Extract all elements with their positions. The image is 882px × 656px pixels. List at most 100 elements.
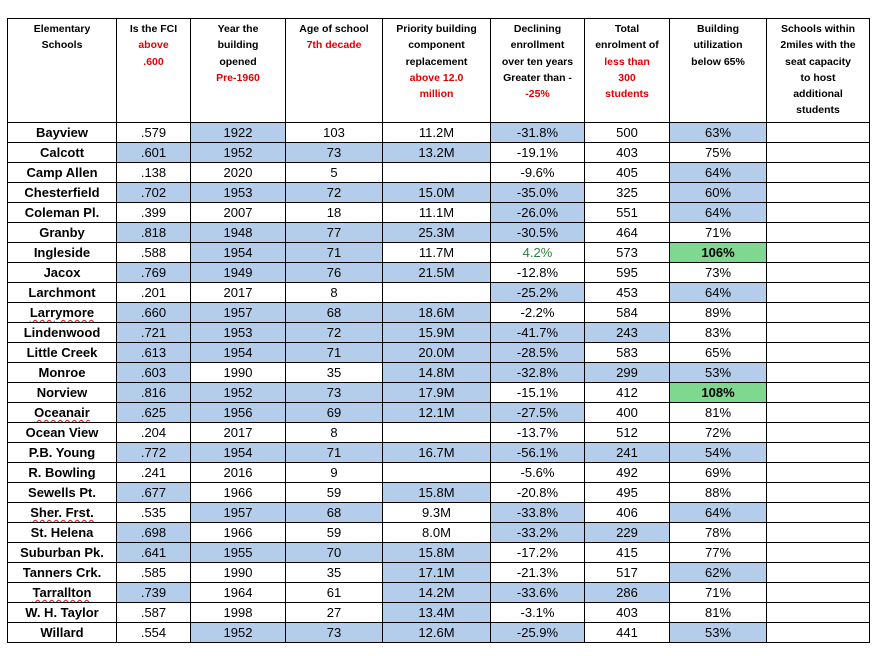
year-opened-cell: 1957: [190, 502, 286, 523]
header-row: Elementary Schools Is the FCI above .600 Year…: [7, 18, 870, 123]
priority-replacement-value: 16.7M: [418, 445, 455, 460]
enrollment-decline-value: -33.6%: [516, 585, 559, 600]
priority-replacement-value: 14.8M: [418, 365, 455, 380]
total-enrollment-value: 584: [616, 305, 638, 320]
school-name-cell: Camp Allen: [7, 162, 117, 183]
total-enrollment-cell: 403: [584, 142, 670, 163]
priority-replacement-cell: 9.3M: [382, 502, 491, 523]
school-age-value: 103: [323, 125, 345, 140]
priority-replacement-cell: [382, 282, 491, 303]
header-line: to host: [800, 71, 836, 84]
year-opened-value: 1953: [223, 325, 253, 340]
school-age-value: 59: [326, 485, 342, 500]
table-row: Lindenwood .721 1953 72 15.9M -41.7% 243 83%: [7, 322, 870, 343]
header-line: Priority building: [396, 23, 477, 35]
nearby-capacity-cell: [766, 202, 870, 223]
total-enrollment-value: 400: [616, 405, 638, 420]
priority-replacement-cell: 12.1M: [382, 402, 491, 423]
enrollment-decline-cell: -56.1%: [490, 442, 585, 463]
school-name-cell: P.B. Young: [7, 442, 117, 463]
building-utilization-cell: 64%: [669, 502, 767, 523]
total-enrollment-value: 403: [616, 605, 638, 620]
building-utilization-cell: 108%: [669, 382, 767, 403]
enrollment-decline-value: 4.2%: [522, 245, 553, 260]
school-age-value: 35: [326, 565, 342, 580]
priority-replacement-value: 8.0M: [422, 525, 451, 540]
enrollment-decline-value: -9.6%: [520, 165, 555, 180]
year-opened-value: 1966: [223, 525, 253, 540]
year-opened-cell: 1952: [190, 622, 286, 643]
school-name-value: Camp Allen: [26, 165, 98, 180]
total-enrollment-value: 495: [616, 485, 638, 500]
column-header-year-opened: Year the building opened Pre-1960: [190, 18, 286, 123]
fci-value: .769: [140, 265, 167, 280]
enrollment-decline-cell: -12.8%: [490, 262, 585, 283]
priority-replacement-value: 11.1M: [418, 205, 455, 220]
header-line: replacement: [405, 55, 468, 68]
year-opened-value: 1952: [223, 145, 253, 160]
school-age-cell: 72: [285, 322, 383, 343]
table-row: Bayview .579 1922 103 11.2M -31.8% 500 63%: [7, 122, 870, 143]
total-enrollment-value: 406: [616, 505, 638, 520]
year-opened-cell: 1957: [190, 302, 286, 323]
school-name-value: Coleman Pl.: [24, 205, 100, 220]
fci-value: .660: [140, 305, 167, 320]
school-name-cell: Monroe: [7, 362, 117, 383]
school-age-value: 8: [330, 425, 338, 440]
fci-cell: .579: [116, 122, 191, 143]
fci-value: .601: [140, 145, 167, 160]
year-opened-value: 2017: [223, 425, 253, 440]
school-age-value: 73: [326, 145, 342, 160]
fci-cell: .585: [116, 562, 191, 583]
header-line: 300: [618, 71, 636, 84]
year-opened-value: 1952: [223, 625, 253, 640]
building-utilization-value: 64%: [704, 165, 732, 180]
year-opened-value: 1955: [223, 545, 253, 560]
header-line: .600: [143, 55, 164, 68]
school-age-value: 73: [326, 385, 342, 400]
building-utilization-cell: 69%: [669, 462, 767, 483]
header-line: seat capacity: [785, 55, 851, 68]
enrollment-decline-value: -25.9%: [516, 625, 559, 640]
header-line: building: [217, 39, 259, 52]
enrollment-decline-value: -56.1%: [516, 445, 559, 460]
priority-replacement-value: 11.7M: [418, 245, 455, 260]
school-age-cell: 71: [285, 442, 383, 463]
enrollment-decline-value: -28.5%: [516, 345, 559, 360]
priority-replacement-value: 20.0M: [418, 345, 455, 360]
fci-cell: .601: [116, 142, 191, 163]
school-name-value: Suburban Pk.: [20, 545, 104, 560]
header-line: Elementary: [33, 23, 91, 35]
table-row: Suburban Pk. .641 1955 70 15.8M -17.2% 415 77%: [7, 542, 870, 563]
priority-replacement-value: 18.6M: [418, 305, 455, 320]
fci-value: .772: [140, 445, 167, 460]
header-line: component: [408, 39, 465, 52]
table-row: Camp Allen .138 2020 5 -9.6% 405 64%: [7, 162, 870, 183]
fci-cell: .702: [116, 182, 191, 203]
year-opened-cell: 1952: [190, 142, 286, 163]
header-line: 2miles with the: [780, 39, 856, 52]
school-name-cell: Larrymore: [7, 302, 117, 323]
fci-value: .818: [140, 225, 167, 240]
priority-replacement-cell: 25.3M: [382, 222, 491, 243]
year-opened-value: 1990: [223, 565, 253, 580]
fci-cell: .554: [116, 622, 191, 643]
school-age-cell: 5: [285, 162, 383, 183]
total-enrollment-cell: 229: [584, 522, 670, 543]
column-header-building-utilization: Building utilization below 65%: [669, 18, 767, 123]
school-age-value: 18: [326, 205, 342, 220]
school-name-cell: Oceanair: [7, 402, 117, 423]
enrollment-decline-cell: -15.1%: [490, 382, 585, 403]
building-utilization-value: 69%: [704, 465, 732, 480]
enrollment-decline-value: -27.5%: [516, 405, 559, 420]
table-row: Ocean View .204 2017 8 -13.7% 512 72%: [7, 422, 870, 443]
enrollment-decline-value: -33.8%: [516, 505, 559, 520]
total-enrollment-value: 412: [616, 385, 638, 400]
total-enrollment-cell: 415: [584, 542, 670, 563]
fci-cell: .816: [116, 382, 191, 403]
header-line: Year the: [217, 23, 259, 35]
building-utilization-cell: 77%: [669, 542, 767, 563]
total-enrollment-cell: 464: [584, 222, 670, 243]
total-enrollment-value: 243: [616, 325, 638, 340]
fci-value: .399: [140, 205, 167, 220]
